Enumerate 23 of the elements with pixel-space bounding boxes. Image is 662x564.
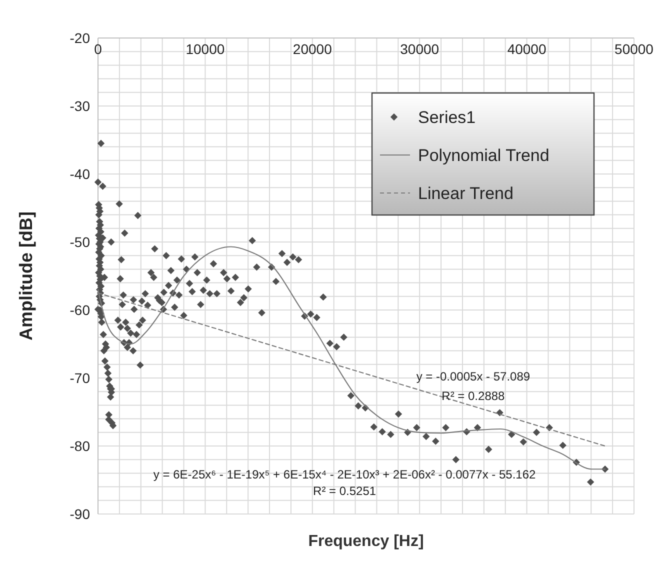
- x-tick-label: 40000: [507, 41, 546, 57]
- x-axis-title: Frequency [Hz]: [308, 533, 424, 550]
- annotation: R² = 0.2888: [442, 388, 506, 403]
- x-tick-label: 0: [94, 41, 102, 57]
- legend-label: Polynomial Trend: [418, 146, 550, 165]
- y-tick-label: -30: [70, 98, 90, 114]
- y-axis-title: Amplitude [dB]: [16, 212, 36, 340]
- x-tick-label: 30000: [400, 41, 440, 57]
- annotation: y = 6E-25x⁶ - 1E-19x⁵ + 6E-15x⁴ - 2E-10x³ + 2E-06x² - 0.0077x - 55.162: [153, 467, 536, 482]
- y-tick-label: -60: [70, 302, 90, 318]
- y-tick-label: -20: [70, 30, 90, 46]
- legend-label: Linear Trend: [418, 184, 514, 203]
- y-tick-label: -90: [70, 506, 90, 522]
- legend-label: Series1: [418, 108, 476, 127]
- y-tick-label: -70: [70, 370, 90, 386]
- x-tick-label: 50000: [614, 41, 654, 57]
- y-tick-label: -50: [70, 234, 90, 250]
- x-tick-label: 20000: [292, 41, 332, 57]
- y-tick-label: -80: [70, 438, 90, 454]
- annotation: R² = 0.5251: [313, 484, 376, 498]
- x-tick-label: 10000: [186, 41, 225, 57]
- y-tick-label: -40: [70, 166, 90, 182]
- annotation: y = -0.0005x - 57.089: [416, 370, 530, 384]
